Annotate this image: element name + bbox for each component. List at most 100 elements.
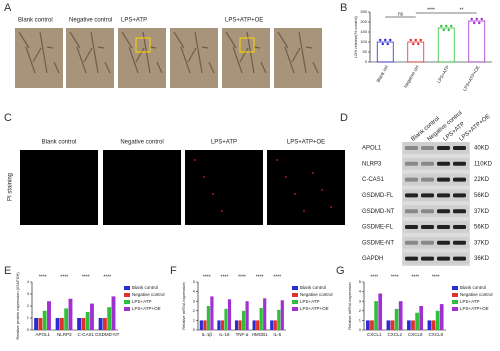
- cell-texture: [253, 46, 261, 49]
- bar: [238, 320, 242, 330]
- bar: [419, 306, 424, 330]
- band: [421, 240, 434, 245]
- legend-label: Negative control: [300, 292, 333, 297]
- y-axis-label: Relative mRNA expression: [181, 282, 186, 330]
- pi-dot: [212, 193, 214, 195]
- legend-swatch: [124, 286, 130, 290]
- y-axis-label: Relative protein expression (/GAPDH): [15, 272, 20, 340]
- sig-label: ****: [103, 274, 111, 280]
- cell-texture: [225, 31, 237, 49]
- bar: [111, 296, 116, 330]
- cell-texture: [97, 46, 105, 49]
- band: [437, 209, 450, 214]
- x-tick-label: NLRP3: [57, 332, 72, 337]
- cell-texture: [312, 61, 319, 74]
- cell-texture: [260, 61, 267, 74]
- bar: [102, 318, 107, 330]
- sig-label: ****: [273, 274, 281, 280]
- cell-texture: [135, 47, 145, 63]
- cell-texture: [187, 47, 197, 63]
- legend-swatch: [292, 307, 298, 311]
- bar: [376, 41, 394, 63]
- pi-dot: [294, 193, 296, 195]
- y-tick-label: 3: [359, 298, 362, 303]
- band: [453, 161, 466, 166]
- bar: [59, 318, 64, 330]
- blot-size: 36KD: [474, 256, 490, 262]
- bar: [259, 307, 263, 330]
- band: [421, 209, 434, 214]
- zoom-box: [135, 37, 151, 53]
- band: [421, 256, 434, 261]
- dot: [473, 21, 476, 25]
- y-tick-label: 150: [360, 29, 367, 34]
- dot: [386, 42, 389, 46]
- blot-strip: [403, 173, 469, 186]
- pi-dot: [330, 206, 332, 208]
- y-tick-label: 1: [359, 317, 362, 322]
- y-tick-label: 5: [193, 279, 196, 284]
- cell-texture: [277, 31, 289, 49]
- y-tick-label: 2: [359, 308, 362, 313]
- x-tick-label: LPS+ATP: [436, 65, 450, 84]
- cell-texture: [90, 31, 99, 74]
- dot: [379, 38, 382, 42]
- bar: [407, 41, 425, 63]
- bar: [227, 299, 232, 330]
- pi-dot: [203, 176, 205, 178]
- panel-label: G: [336, 265, 345, 277]
- band: [453, 146, 466, 150]
- fluorescence-image: [185, 150, 263, 225]
- y-tick-label: 0: [359, 327, 362, 332]
- x-tick-label: LPS+ATP+OE: [462, 65, 481, 92]
- bar: [398, 301, 403, 330]
- pi-dot: [312, 172, 314, 174]
- bar: [55, 318, 60, 330]
- blot-label: GAPDH: [362, 256, 383, 262]
- band: [453, 209, 466, 214]
- micrograph-caption: Negative control: [69, 18, 112, 24]
- legend-swatch: [452, 300, 458, 304]
- dot: [450, 24, 453, 28]
- bar: [427, 320, 432, 330]
- y-tick-label: 250: [360, 9, 367, 14]
- bar: [252, 320, 256, 330]
- y-tick-label: 4: [193, 289, 196, 294]
- sig-label: ****: [238, 274, 246, 280]
- bar: [435, 310, 440, 330]
- y-tick-label: 5: [359, 279, 362, 284]
- sig-label: ****: [256, 274, 264, 280]
- band: [405, 177, 418, 182]
- x-tick-label: IL-1β: [202, 332, 213, 337]
- bar: [206, 306, 210, 330]
- bar: [370, 320, 374, 330]
- band: [405, 225, 418, 229]
- x-tick-label: Negative ctrl: [403, 65, 420, 89]
- sig-label: ****: [432, 274, 440, 280]
- blot-strip: [403, 157, 469, 170]
- y-tick-label: 2: [193, 308, 196, 313]
- bar: [242, 310, 246, 330]
- y-tick-label: 100: [360, 39, 367, 44]
- x-tick-label: Blank ctrl: [376, 65, 390, 84]
- cell-texture: [180, 46, 191, 74]
- band: [437, 161, 450, 166]
- band: [453, 240, 466, 245]
- y-tick-label: 0: [365, 59, 368, 64]
- cell-texture: [121, 31, 133, 49]
- blot-size: 110KD: [474, 161, 493, 167]
- band: [437, 240, 450, 245]
- dot: [478, 21, 481, 25]
- cell-texture: [149, 46, 157, 49]
- x-tick-label: APOL1: [35, 332, 50, 337]
- bar: [98, 318, 103, 330]
- band: [437, 146, 450, 150]
- blot-label: APOL1: [362, 146, 382, 152]
- cell-texture: [291, 47, 301, 63]
- sig-label: ****: [391, 274, 399, 280]
- bar: [437, 27, 455, 63]
- bar: [386, 320, 391, 330]
- bar: [90, 303, 94, 330]
- dot: [419, 38, 422, 42]
- bar: [217, 320, 221, 330]
